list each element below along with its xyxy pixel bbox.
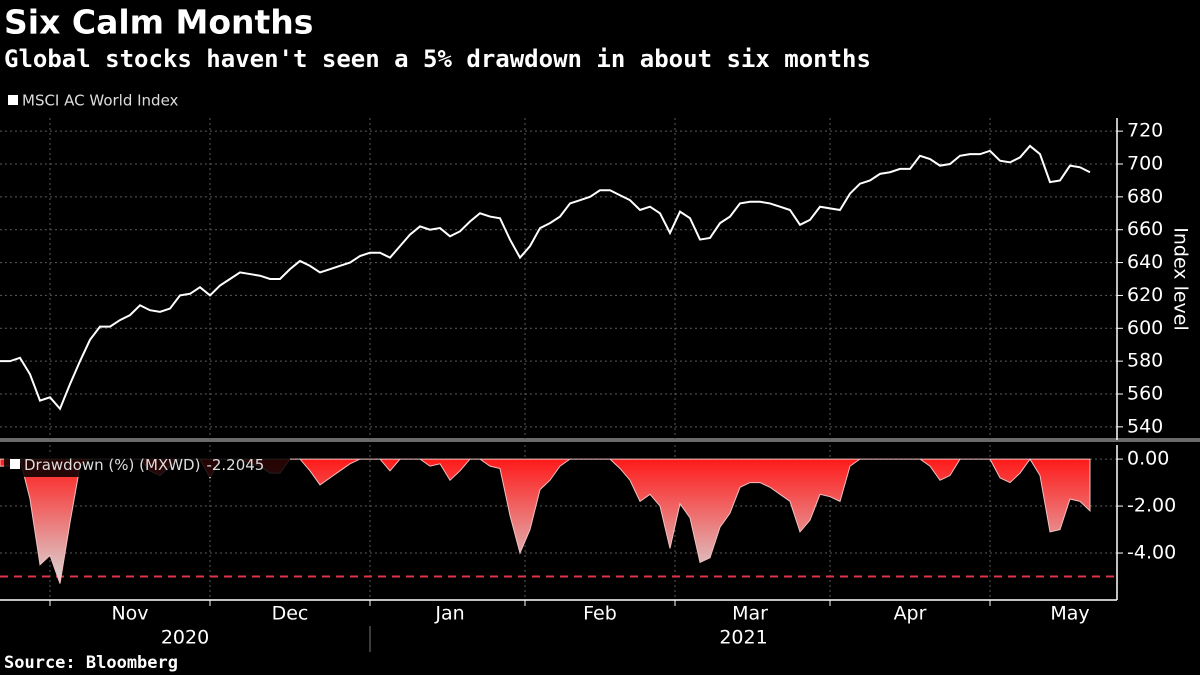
x-group-label: 2021 [719,627,767,649]
legend-background [4,453,290,477]
y-axis-label: Index level [1170,227,1192,331]
y-tick-label: -2.00 [1127,495,1176,517]
y-tick-label: 700 [1127,153,1163,175]
y-tick-label: 680 [1127,185,1163,207]
y-tick-label: 720 [1127,120,1163,142]
chart-title: Six Calm Months [4,3,313,42]
chart-subtitle: Global stocks haven't seen a 5% drawdown… [4,45,871,73]
legend-name: Drawdown (%) (MXWD) [24,456,200,474]
legend-label: MSCI AC World Index [22,92,179,110]
x-tick-label: Mar [732,603,768,625]
x-tick-label: Nov [111,603,148,625]
y-tick-label: 0.00 [1127,448,1169,470]
y-tick-label: 560 [1127,383,1163,405]
legend-swatch [10,459,20,469]
x-tick-label: Apr [894,603,927,625]
legend-last-value: -2.2045 [206,456,264,474]
y-tick-label: 640 [1127,251,1163,273]
x-tick-label: Feb [583,603,617,625]
legend-label: Drawdown (%) (MXWD) -2.2045 [24,456,264,474]
source: Source: Bloomberg [4,653,178,673]
panel-divider [0,438,1200,442]
x-tick-label: Dec [272,603,309,625]
y-tick-label: 600 [1127,317,1163,339]
x-group-label: 2020 [161,627,209,649]
x-tick-label: Jan [434,603,464,625]
y-tick-label: 660 [1127,218,1163,240]
x-tick-label: May [1050,603,1089,625]
y-tick-label: 540 [1127,415,1163,437]
line [0,144,1091,411]
y-tick-label: 620 [1127,284,1163,306]
legend-swatch [8,95,18,105]
y-tick-label: -4.00 [1127,542,1176,564]
y-tick-label: 580 [1127,350,1163,372]
